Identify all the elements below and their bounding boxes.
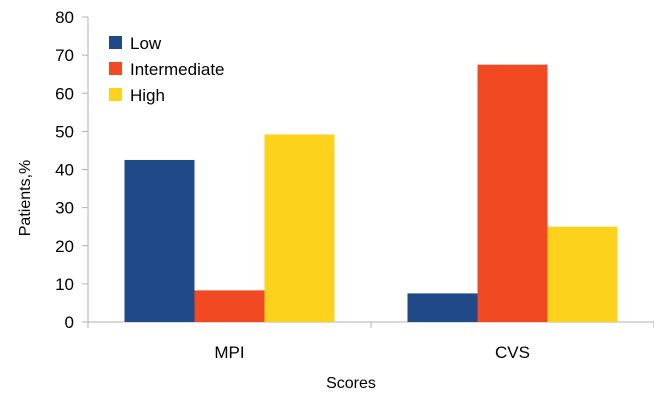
x-axis-title: Scores xyxy=(326,375,376,392)
legend-swatch-intermediate xyxy=(109,62,122,75)
y-tick-label: 50 xyxy=(55,122,74,141)
y-axis: 0 10 20 30 40 50 60 70 80 xyxy=(55,8,89,332)
y-tick-label: 0 xyxy=(65,313,74,332)
x-tick-label: MPI xyxy=(214,343,244,362)
bars xyxy=(124,64,618,322)
y-axis-title: Patients,% xyxy=(17,160,34,236)
legend: Low Intermediate High xyxy=(98,26,236,110)
y-tick-label: 70 xyxy=(55,46,74,65)
legend-label-intermediate: Intermediate xyxy=(130,60,225,79)
legend-swatch-low xyxy=(109,36,122,49)
y-tick-label: 10 xyxy=(55,275,74,294)
y-tick-label: 20 xyxy=(55,237,74,256)
legend-label-low: Low xyxy=(130,34,162,53)
legend-swatch-high xyxy=(109,88,122,101)
bar-high-mpi xyxy=(264,134,335,322)
bar-low-mpi xyxy=(124,159,195,322)
bar-intermediate-mpi xyxy=(194,290,265,322)
x-axis: MPI CVS xyxy=(87,321,654,362)
x-tick-label: CVS xyxy=(495,343,530,362)
y-tick-label: 30 xyxy=(55,199,74,218)
y-tick-label: 80 xyxy=(55,8,74,27)
y-tick-label: 60 xyxy=(55,84,74,103)
bar-intermediate-cvs xyxy=(477,64,548,322)
bar-high-cvs xyxy=(547,226,618,322)
y-tick-label: 40 xyxy=(55,161,74,180)
bar-low-cvs xyxy=(407,293,478,322)
legend-label-high: High xyxy=(130,86,165,105)
